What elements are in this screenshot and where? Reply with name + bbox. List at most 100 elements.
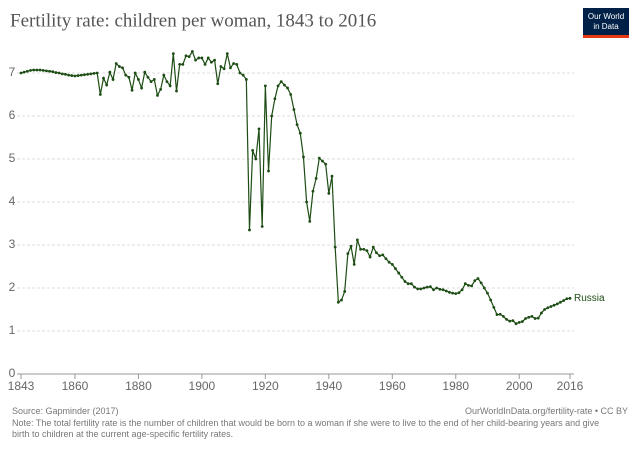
point: [270, 114, 274, 118]
point: [511, 319, 515, 323]
x-tick-label: 1860: [62, 379, 89, 393]
point: [83, 73, 86, 77]
logo: [583, 8, 629, 38]
point: [133, 71, 137, 75]
point: [419, 287, 423, 291]
point: [546, 306, 550, 310]
point: [486, 291, 489, 295]
point: [124, 73, 128, 77]
point: [454, 292, 458, 295]
point: [381, 253, 385, 257]
point: [562, 299, 566, 302]
point: [108, 70, 112, 74]
point: [549, 305, 553, 308]
line: [20, 50, 571, 325]
x-tick-label: 1980: [442, 379, 469, 393]
point: [248, 228, 251, 232]
x-tick-label: 1920: [252, 379, 279, 393]
point: [533, 317, 537, 320]
point: [95, 71, 99, 75]
point: [340, 298, 343, 302]
point: [171, 52, 175, 56]
point: [41, 69, 45, 72]
point: [48, 69, 51, 73]
point: [330, 174, 334, 178]
point: [73, 74, 77, 78]
point: [327, 192, 331, 195]
point: [165, 80, 169, 83]
point: [216, 82, 220, 86]
point: [235, 63, 239, 66]
point: [190, 50, 194, 53]
point: [317, 156, 321, 160]
y-tick-label: 1: [9, 323, 16, 337]
logo-stripe: [583, 35, 629, 38]
point: [251, 149, 255, 152]
point: [57, 71, 61, 75]
point: [254, 157, 258, 161]
point: [435, 286, 439, 290]
point: [355, 238, 359, 242]
point: [22, 70, 26, 74]
point: [428, 285, 432, 289]
point: [98, 93, 102, 96]
point: [60, 72, 64, 76]
point: [54, 71, 58, 74]
x-tick-label: 1940: [315, 379, 342, 393]
point: [298, 131, 302, 135]
point: [568, 296, 572, 300]
point: [467, 284, 470, 287]
point: [178, 63, 182, 66]
point: [463, 282, 467, 286]
point: [162, 73, 166, 77]
point: [213, 58, 216, 62]
point: [175, 89, 178, 93]
point: [225, 52, 229, 56]
point: [86, 72, 90, 76]
x-tick-label: 1900: [189, 379, 216, 393]
point: [305, 200, 309, 204]
point: [244, 78, 248, 81]
point: [51, 70, 55, 74]
x-tick-label: 2000: [506, 379, 533, 393]
point: [64, 72, 67, 76]
point: [536, 316, 540, 320]
point: [552, 303, 556, 307]
point: [406, 282, 410, 286]
y-tick-label: 7: [9, 65, 16, 79]
point: [375, 251, 378, 255]
point: [390, 262, 394, 266]
point: [267, 169, 270, 173]
point: [482, 286, 486, 290]
point: [352, 262, 356, 266]
point: [273, 97, 277, 101]
point: [368, 255, 372, 259]
point: [505, 317, 508, 321]
point: [492, 305, 496, 309]
point: [35, 68, 39, 72]
point: [311, 189, 315, 193]
point: [508, 319, 512, 323]
point: [397, 271, 401, 275]
point: [425, 285, 429, 289]
y-tick-label: 6: [9, 108, 16, 122]
point: [70, 74, 74, 77]
point: [200, 56, 204, 60]
point: [282, 83, 286, 87]
point: [403, 280, 407, 283]
y-tick-label: 3: [9, 237, 16, 251]
point: [444, 289, 448, 293]
point: [371, 245, 375, 249]
point: [432, 288, 435, 292]
point: [292, 108, 296, 111]
point: [530, 314, 534, 318]
chart-title: Fertility rate: children per woman, 1843…: [10, 10, 376, 31]
point: [460, 288, 464, 292]
point: [413, 285, 416, 289]
point: [238, 71, 242, 75]
point: [343, 290, 347, 293]
point: [89, 72, 93, 76]
point: [394, 267, 397, 271]
